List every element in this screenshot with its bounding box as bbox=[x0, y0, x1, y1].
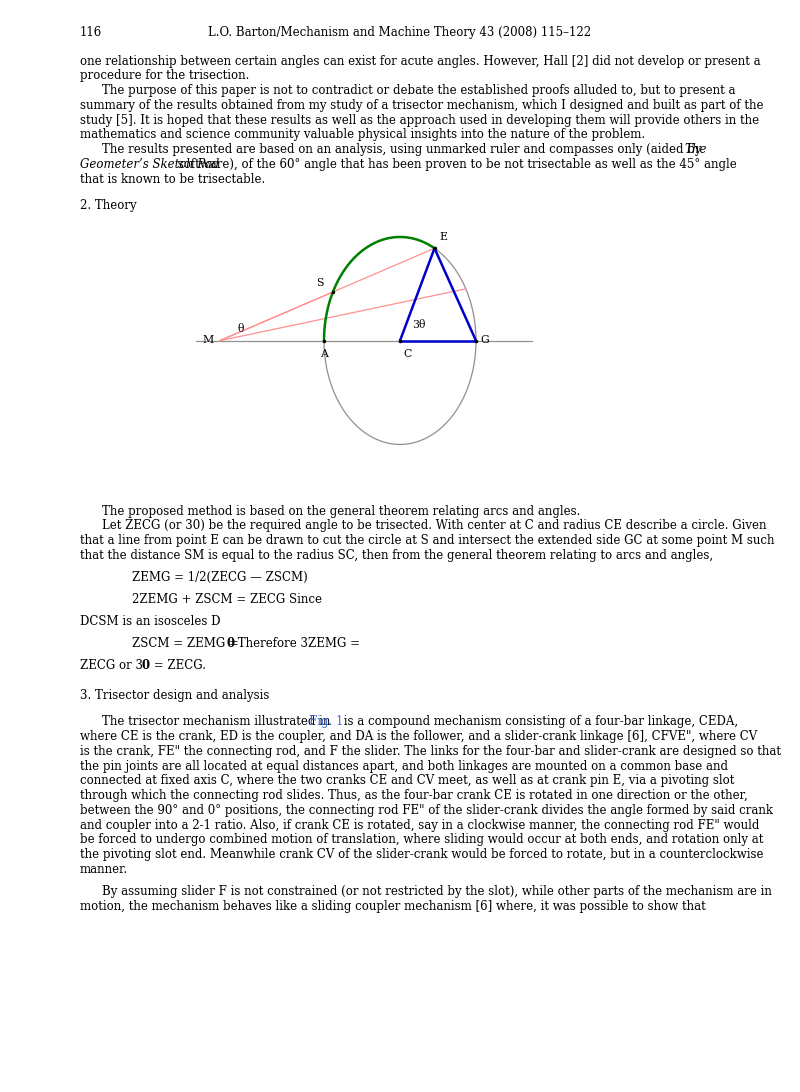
Text: L.O. Barton/Mechanism and Machine Theory 43 (2008) 115–122: L.O. Barton/Mechanism and Machine Theory… bbox=[209, 26, 591, 39]
Text: software), of the 60° angle that has been proven to be not trisectable as well a: software), of the 60° angle that has bee… bbox=[174, 157, 737, 170]
Text: Let ZECG (or 30) be the required angle to be trisected. With center at C and rad: Let ZECG (or 30) be the required angle t… bbox=[102, 520, 767, 532]
Text: summary of the results obtained from my study of a trisector mechanism, which I : summary of the results obtained from my … bbox=[80, 98, 763, 111]
Text: that the distance SM is equal to the radius SC, then from the general theorem re: that the distance SM is equal to the rad… bbox=[80, 548, 713, 561]
Text: Geometer’s Sketch Pad: Geometer’s Sketch Pad bbox=[80, 157, 219, 170]
Text: is the crank, FE" the connecting rod, and F the slider. The links for the four-b: is the crank, FE" the connecting rod, an… bbox=[80, 745, 781, 758]
Text: ZEMG = 1/2(ZECG — ZSCM): ZEMG = 1/2(ZECG — ZSCM) bbox=[132, 571, 308, 584]
Text: The proposed method is based on the general theorem relating arcs and angles.: The proposed method is based on the gene… bbox=[102, 505, 581, 518]
Text: where CE is the crank, ED is the coupler, and DA is the follower, and a slider-c: where CE is the crank, ED is the coupler… bbox=[80, 731, 758, 743]
Text: A: A bbox=[320, 349, 328, 359]
Text: M: M bbox=[202, 334, 214, 345]
Text: that is known to be trisectable.: that is known to be trisectable. bbox=[80, 173, 266, 186]
Text: ZECG or 3: ZECG or 3 bbox=[80, 660, 143, 673]
Text: The trisector mechanism illustrated in: The trisector mechanism illustrated in bbox=[102, 715, 334, 728]
Text: and coupler into a 2-1 ratio. Also, if crank CE is rotated, say in a clockwise m: and coupler into a 2-1 ratio. Also, if c… bbox=[80, 819, 759, 831]
Text: one relationship between certain angles can exist for acute angles. However, Hal: one relationship between certain angles … bbox=[80, 55, 761, 68]
Text: study [5]. It is hoped that these results as well as the approach used in develo: study [5]. It is hoped that these result… bbox=[80, 114, 759, 127]
Text: C: C bbox=[403, 349, 411, 359]
Text: The purpose of this paper is not to contradict or debate the established proofs : The purpose of this paper is not to cont… bbox=[102, 84, 736, 97]
Text: manner.: manner. bbox=[80, 863, 128, 876]
Text: G: G bbox=[481, 334, 490, 345]
Text: procedure for the trisection.: procedure for the trisection. bbox=[80, 70, 250, 82]
Text: Therefore 3ZEMG =: Therefore 3ZEMG = bbox=[234, 637, 361, 650]
Text: mathematics and science community valuable physical insights into the nature of : mathematics and science community valuab… bbox=[80, 128, 645, 141]
Text: the pin joints are all located at equal distances apart, and both linkages are m: the pin joints are all located at equal … bbox=[80, 760, 728, 772]
Text: DCSM is an isosceles D: DCSM is an isosceles D bbox=[80, 615, 221, 628]
Text: 2ZEMG + ZSCM = ZECG Since: 2ZEMG + ZSCM = ZECG Since bbox=[132, 593, 322, 606]
Text: is a compound mechanism consisting of a four-bar linkage, CEDA,: is a compound mechanism consisting of a … bbox=[340, 715, 738, 728]
Text: By assuming slider F is not constrained (or not restricted by the slot), while o: By assuming slider F is not constrained … bbox=[102, 885, 772, 898]
Text: motion, the mechanism behaves like a sliding coupler mechanism [6] where, it was: motion, the mechanism behaves like a sli… bbox=[80, 900, 706, 913]
Text: connected at fixed axis C, where the two cranks CE and CV meet, as well as at cr: connected at fixed axis C, where the two… bbox=[80, 774, 734, 787]
Text: 3θ: 3θ bbox=[412, 320, 426, 330]
Text: ZSCM = ZEMG =: ZSCM = ZEMG = bbox=[132, 637, 242, 650]
Text: between the 90° and 0° positions, the connecting rod FE" of the slider-crank div: between the 90° and 0° positions, the co… bbox=[80, 804, 773, 817]
Text: the pivoting slot end. Meanwhile crank CV of the slider-crank would be forced to: the pivoting slot end. Meanwhile crank C… bbox=[80, 848, 763, 860]
Text: S: S bbox=[316, 277, 323, 287]
Text: that a line from point E can be drawn to cut the circle at S and intersect the e: that a line from point E can be drawn to… bbox=[80, 534, 774, 547]
Text: be forced to undergo combined motion of translation, where sliding would occur a: be forced to undergo combined motion of … bbox=[80, 833, 763, 846]
Text: 0: 0 bbox=[142, 660, 150, 673]
Text: θ: θ bbox=[238, 324, 244, 334]
Text: 3. Trisector design and analysis: 3. Trisector design and analysis bbox=[80, 689, 270, 702]
Text: through which the connecting rod slides. Thus, as the four-bar crank CE is rotat: through which the connecting rod slides.… bbox=[80, 790, 748, 802]
Text: E: E bbox=[439, 232, 447, 241]
Text: 0: 0 bbox=[226, 637, 234, 650]
Text: 2. Theory: 2. Theory bbox=[80, 199, 137, 212]
Text: = ZECG.: = ZECG. bbox=[150, 660, 206, 673]
Text: 116: 116 bbox=[80, 26, 102, 39]
Text: The: The bbox=[685, 143, 707, 156]
Text: The results presented are based on an analysis, using unmarked ruler and compass: The results presented are based on an an… bbox=[102, 143, 706, 156]
Text: Fig. 1: Fig. 1 bbox=[309, 715, 343, 728]
